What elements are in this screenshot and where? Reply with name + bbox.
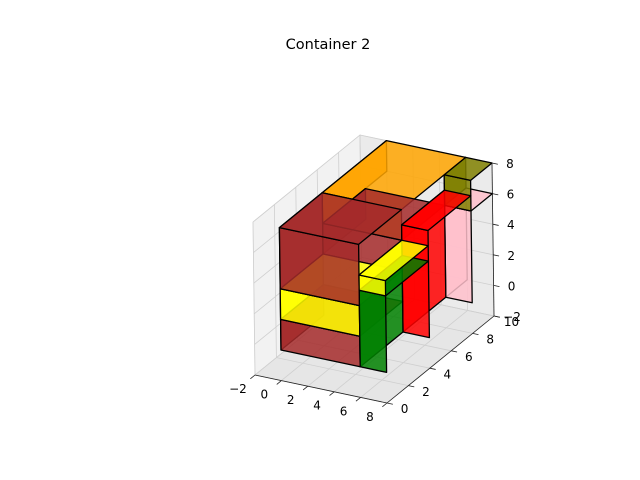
y-tick-label: 0 xyxy=(401,402,409,416)
z-tick-label: 4 xyxy=(507,218,515,232)
z-tick-label: 0 xyxy=(508,279,516,293)
x-tick-mark xyxy=(250,374,256,380)
box-face-front xyxy=(358,289,388,374)
y-tick-label: 8 xyxy=(486,333,494,347)
y-tick-mark xyxy=(451,350,458,353)
box-3 xyxy=(278,192,403,307)
y-tick-mark xyxy=(408,385,415,388)
z-tick-mark xyxy=(491,162,498,165)
z-tick-mark xyxy=(493,285,500,288)
z-axis-line xyxy=(491,162,495,317)
x-tick-label: −2 xyxy=(229,382,247,396)
boxes-group xyxy=(278,139,494,374)
z-tick-label: −2 xyxy=(503,310,521,324)
z-tick-label: 8 xyxy=(506,157,514,171)
axis-lines xyxy=(254,162,495,404)
box-10 xyxy=(358,239,429,297)
x-tick-label: 2 xyxy=(287,393,295,407)
y-tick-label: 2 xyxy=(422,385,430,399)
box-face-top xyxy=(358,239,429,282)
x-tick-label: 0 xyxy=(261,387,269,401)
box-face-front xyxy=(443,204,473,304)
y-tick-label: 6 xyxy=(465,350,473,364)
chart-title: Container 2 xyxy=(286,37,371,53)
x-axis-line xyxy=(254,374,388,404)
x-tick-label: 4 xyxy=(313,399,321,413)
x-tick-label: 6 xyxy=(340,404,348,418)
x-tick-label: 8 xyxy=(366,410,374,424)
z-tick-mark xyxy=(492,193,499,196)
z-tick-label: 6 xyxy=(507,188,515,202)
z-tick-label: 2 xyxy=(507,249,515,263)
x-tick-labels: −2 0 2 4 6 8 xyxy=(229,374,388,424)
box-face-top xyxy=(400,189,472,232)
y-tick-label: 10 xyxy=(504,315,519,329)
y-tick-mark xyxy=(386,402,393,405)
y-tick-mark xyxy=(429,367,436,370)
x-tick-mark xyxy=(302,385,309,391)
x-tick-mark xyxy=(382,402,388,408)
z-tick-mark xyxy=(493,315,500,318)
box-face-top xyxy=(278,192,403,246)
x-tick-mark xyxy=(355,397,361,402)
y-tick-label: 4 xyxy=(444,367,452,381)
x-tick-mark xyxy=(276,380,282,385)
x-tick-mark xyxy=(329,391,335,396)
y-axis-line xyxy=(386,315,495,404)
z-tick-mark xyxy=(493,254,500,257)
y-tick-mark xyxy=(472,333,479,336)
z-tick-mark xyxy=(492,223,499,226)
z-tick-labels: −2 0 2 4 6 8 xyxy=(491,157,521,324)
